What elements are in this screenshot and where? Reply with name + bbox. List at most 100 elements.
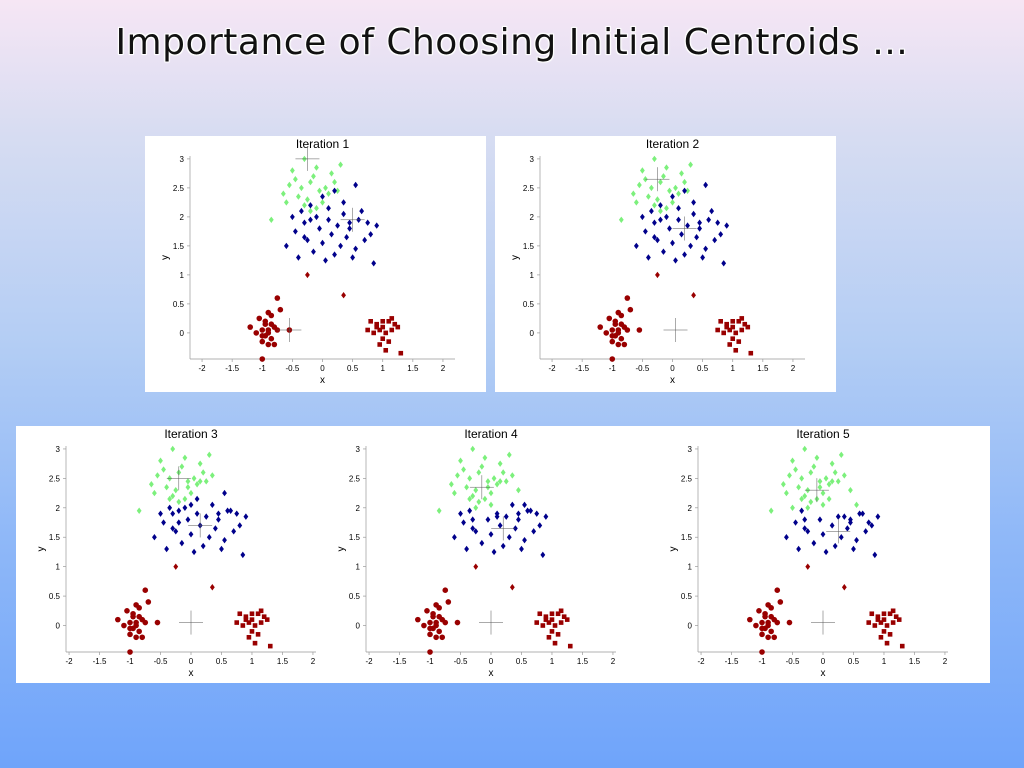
- data-point-blue-diamond: [344, 234, 349, 241]
- data-point-blue-diamond: [216, 510, 221, 517]
- data-point-green-diamond: [155, 472, 160, 479]
- data-point-blue-diamond: [642, 228, 648, 235]
- data-point-green-diamond: [497, 460, 503, 467]
- data-point-green-diamond: [799, 495, 805, 503]
- data-point-blue-diamond: [317, 225, 322, 232]
- data-point-red-circle: [427, 625, 433, 632]
- chart-title: Iteration 4: [464, 427, 518, 441]
- data-point-red-circle: [142, 587, 149, 593]
- y-tick-label: 2: [356, 504, 361, 513]
- data-point-red-circle: [621, 341, 628, 348]
- data-point-green-diamond: [829, 460, 835, 467]
- x-tick-label: 0.5: [216, 657, 228, 666]
- data-point-green-diamond: [467, 495, 473, 503]
- data-point-red-circle: [618, 312, 625, 319]
- data-point-red-square: [739, 327, 745, 333]
- data-point-red-circle: [774, 587, 781, 593]
- data-point-blue-diamond: [464, 545, 470, 553]
- data-point-red-circle: [127, 649, 133, 655]
- data-point-red-circle: [439, 634, 446, 641]
- data-point-red-diamond: [473, 563, 479, 570]
- data-point-red-square: [546, 620, 552, 625]
- data-point-green-diamond: [332, 178, 337, 186]
- y-tick-label: 0.5: [681, 592, 693, 601]
- data-point-green-diamond: [639, 167, 645, 174]
- data-point-green-diamond: [482, 495, 488, 503]
- y-tick-label: 0.5: [49, 592, 61, 601]
- data-point-red-square: [377, 342, 383, 347]
- data-point-green-diamond: [497, 478, 503, 485]
- x-tick-label: 2: [943, 657, 948, 666]
- centroid-marker: [811, 610, 835, 635]
- x-tick-label: 1.5: [577, 657, 589, 666]
- x-tick-label: -0.5: [285, 364, 299, 373]
- data-point-red-square: [540, 623, 546, 628]
- data-point-red-circle: [256, 315, 263, 322]
- data-point-blue-diamond: [712, 236, 718, 244]
- data-point-blue-diamond: [335, 222, 340, 229]
- x-axis-label: x: [189, 668, 194, 679]
- data-point-blue-diamond: [179, 539, 185, 547]
- data-point-red-square: [881, 617, 887, 622]
- data-point-green-diamond: [179, 463, 185, 470]
- data-point-red-circle: [427, 619, 433, 626]
- data-point-red-square: [878, 620, 884, 625]
- data-point-blue-diamond: [228, 507, 234, 514]
- data-point-blue-diamond: [823, 548, 829, 556]
- data-point-green-diamond: [197, 478, 203, 485]
- data-point-red-diamond: [805, 563, 811, 570]
- data-point-blue-diamond: [667, 225, 672, 232]
- data-point-green-diamond: [664, 164, 669, 171]
- y-tick-label: 0.5: [349, 592, 361, 601]
- data-point-green-diamond: [182, 495, 188, 503]
- data-point-blue-diamond: [820, 531, 826, 538]
- data-point-red-circle: [127, 619, 133, 626]
- data-point-blue-diamond: [161, 519, 166, 526]
- data-point-green-diamond: [461, 466, 466, 473]
- data-point-blue-diamond: [531, 528, 537, 535]
- data-point-green-diamond: [455, 472, 460, 479]
- data-point-red-square: [869, 611, 875, 617]
- data-point-blue-diamond: [724, 222, 730, 229]
- data-point-green-diamond: [323, 184, 328, 192]
- data-point-blue-diamond: [811, 539, 817, 547]
- data-point-blue-diamond: [485, 516, 491, 523]
- data-point-green-diamond: [268, 216, 274, 223]
- data-point-blue-diamond: [802, 516, 808, 523]
- data-point-red-circle: [136, 628, 142, 635]
- data-point-red-square: [389, 316, 395, 321]
- data-point-green-diamond: [826, 481, 832, 488]
- data-point-green-diamond: [682, 178, 687, 186]
- x-tick-label: -1.5: [393, 657, 407, 666]
- data-point-blue-diamond: [534, 510, 540, 517]
- data-point-blue-diamond: [703, 181, 709, 189]
- data-point-blue-diamond: [289, 213, 295, 221]
- slide-title: Importance of Choosing Initial Centroids…: [115, 22, 909, 63]
- data-point-green-diamond: [194, 481, 200, 488]
- x-tick-label: -2: [365, 657, 373, 666]
- data-point-red-square: [246, 634, 252, 640]
- data-point-green-diamond: [667, 187, 672, 194]
- data-point-green-diamond: [335, 187, 340, 194]
- data-point-blue-diamond: [784, 534, 789, 541]
- data-point-green-diamond: [314, 164, 319, 171]
- data-point-green-diamond: [817, 478, 823, 485]
- data-point-green-diamond: [448, 481, 454, 488]
- data-point-green-diamond: [661, 173, 666, 180]
- y-tick-label: 1: [56, 563, 61, 572]
- data-point-blue-diamond: [164, 545, 170, 553]
- data-point-green-diamond: [467, 475, 473, 482]
- data-point-blue-diamond: [329, 231, 334, 238]
- data-point-green-diamond: [829, 478, 835, 485]
- data-point-red-square: [872, 623, 878, 628]
- data-point-green-diamond: [823, 475, 829, 482]
- data-point-red-circle: [259, 327, 266, 333]
- data-point-red-square: [255, 611, 261, 617]
- data-point-blue-diamond: [222, 536, 227, 544]
- data-point-red-square: [748, 350, 754, 356]
- data-point-green-diamond: [820, 501, 826, 509]
- y-tick-label: 2: [180, 213, 185, 222]
- data-point-blue-diamond: [694, 234, 699, 241]
- data-point-blue-diamond: [200, 542, 206, 550]
- data-point-green-diamond: [814, 454, 820, 461]
